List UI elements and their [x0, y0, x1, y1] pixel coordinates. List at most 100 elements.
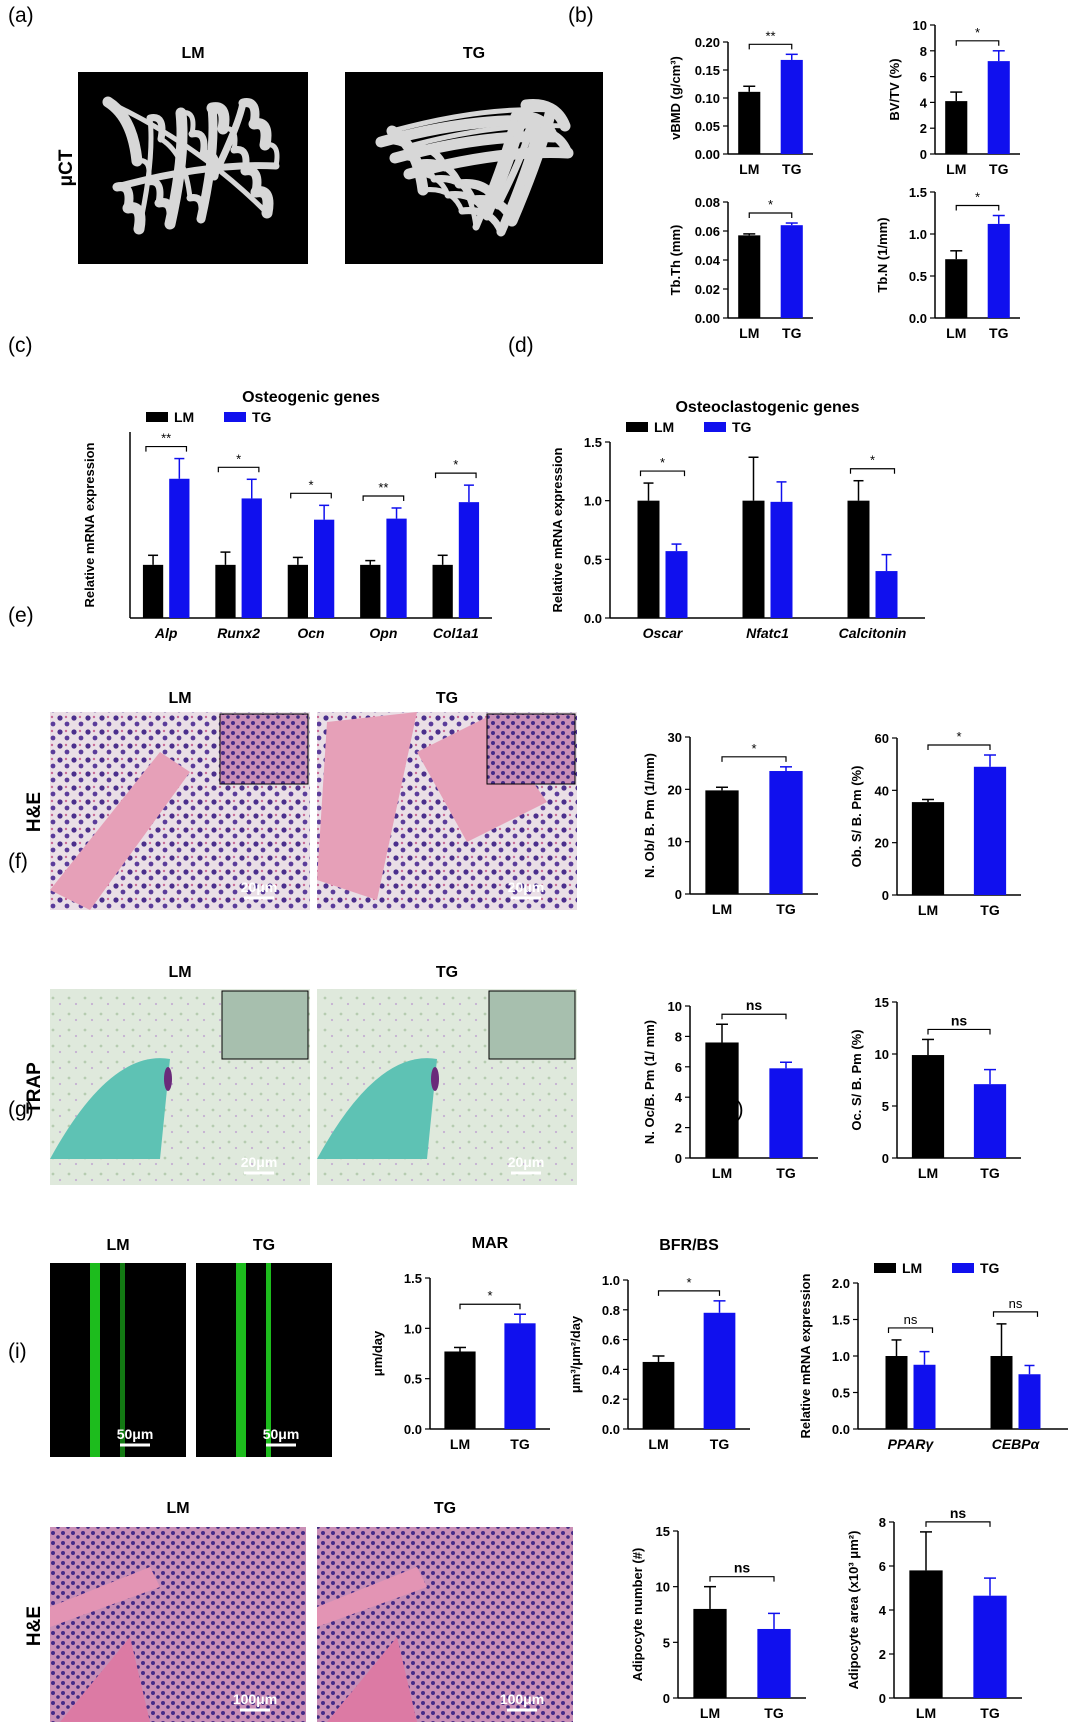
- significance-bracket: [748, 212, 793, 219]
- y-tick-label: 6: [675, 1060, 682, 1075]
- significance-mark: **: [161, 431, 171, 446]
- trabecula: [524, 127, 573, 158]
- significance-bracket: [955, 40, 1000, 46]
- y-tick-label: 0: [882, 888, 889, 903]
- significance-mark: *: [686, 1275, 691, 1290]
- x-tick-label: LM: [918, 1165, 938, 1181]
- significance-mark: *: [660, 455, 665, 470]
- x-tick-label: TG: [764, 1705, 784, 1721]
- significance-bracket: [290, 492, 332, 499]
- y-axis-label: N. Ob/ B. Pm (1/mm): [642, 753, 657, 878]
- legend-label: TG: [252, 409, 272, 425]
- y-tick-label: 2: [920, 121, 927, 136]
- panel-tag-c: (c): [8, 334, 33, 357]
- bar-tg: [504, 1323, 536, 1429]
- y-tick-label: 1.5: [832, 1313, 850, 1328]
- y-tick-label: 0.0: [584, 611, 602, 626]
- legend-swatch-tg: [704, 422, 726, 432]
- y-tick-label: 1.0: [602, 1273, 620, 1288]
- x-tick-label: Nfatc1: [746, 625, 789, 641]
- y-tick-label: 0.5: [404, 1372, 422, 1387]
- scale-bar-label: 50μm: [263, 1426, 300, 1442]
- significance-mark: ns: [1009, 1296, 1023, 1311]
- x-tick-label: Col1a1: [433, 625, 479, 641]
- legend-swatch-lm: [626, 422, 648, 432]
- y-axis-label: vBMD (g/cm³): [668, 56, 683, 140]
- significance-bracket: [709, 1576, 775, 1582]
- significance-bracket: [721, 1013, 787, 1020]
- chart-c: Relative mRNA expression Osteogenic genes…: [82, 389, 492, 641]
- bar-tg: [913, 1364, 936, 1429]
- significance-bracket: [925, 1521, 991, 1527]
- ct-background: [345, 72, 603, 264]
- y-tick-label: 10: [656, 1580, 670, 1595]
- bar-lm: [637, 500, 660, 618]
- y-tick-label: 0.2: [602, 1392, 620, 1407]
- bar-lm: [742, 500, 765, 618]
- chart-b4: 0.0 0.5 1.0 1.5 Tb.N (1/mm) LM TG *: [875, 185, 1020, 341]
- significance-mark: **: [378, 480, 388, 495]
- significance-mark: *: [975, 25, 980, 40]
- y-tick-label: 0.00: [695, 311, 720, 326]
- image-f-tg: [317, 989, 577, 1185]
- panel-tag-g: (g): [8, 1098, 34, 1121]
- significance-bracket: [459, 1303, 521, 1310]
- y-axis-label: Relative mRNA expression: [82, 442, 97, 607]
- chart-b2: 0 2 4 6 8 10 BV/TV (%) LM TG *: [887, 18, 1020, 177]
- x-tick-label: TG: [989, 325, 1009, 341]
- y-tick-label: 8: [879, 1515, 886, 1530]
- scale-bar-label: 20μm: [241, 879, 278, 895]
- bone-trabecula: [50, 1058, 170, 1159]
- significance-mark: *: [487, 1288, 492, 1303]
- bar-lm: [847, 500, 870, 618]
- bar-tg: [665, 551, 688, 618]
- bar-tg: [780, 225, 803, 318]
- significance-bracket: [992, 1311, 1039, 1317]
- significance-mark: *: [975, 190, 980, 205]
- bone-trabecula: [50, 752, 190, 910]
- x-tick-label: TG: [782, 161, 802, 177]
- chart-title: Osteoclastogenic genes: [675, 399, 859, 416]
- chart-title: MAR: [472, 1235, 509, 1252]
- bar-lm: [642, 1361, 675, 1429]
- chart-title: BFR/BS: [659, 1237, 719, 1254]
- bar-tg: [241, 498, 262, 618]
- legend-swatch-tg: [952, 1263, 974, 1273]
- legend-swatch-lm: [146, 412, 168, 422]
- chart-g1: 0.0 0.5 1.0 1.5 μm/day MAR LM TG *: [370, 1235, 550, 1452]
- bar-lm: [885, 1356, 908, 1429]
- significance-mark: ns: [746, 997, 763, 1013]
- x-tick-label: TG: [980, 1165, 1000, 1181]
- x-tick-label: TG: [510, 1436, 530, 1452]
- y-tick-label: 0: [675, 887, 682, 902]
- y-tick-label: 1.0: [404, 1321, 422, 1336]
- bar-tg: [757, 1628, 791, 1698]
- y-tick-label: 5: [882, 1099, 889, 1114]
- panel-tag-e: (e): [8, 604, 34, 627]
- bar-lm: [738, 235, 761, 318]
- chart-h: 0.0 0.5 1.0 1.5 2.0 Relative mRNA expression P…: [798, 1260, 1068, 1452]
- row-label-i: H&E: [24, 1606, 45, 1646]
- trabecula: [158, 136, 193, 201]
- bar-tg: [987, 223, 1010, 318]
- bar-lm: [990, 1356, 1013, 1429]
- significance-mark: *: [956, 729, 961, 744]
- chart-i1: 0 5 10 15 Adipocyte number (#) LM TG ns: [630, 1524, 806, 1721]
- scale-bar-label: 20μm: [508, 879, 545, 895]
- fluor-background: [196, 1263, 332, 1457]
- x-tick-label: LM: [450, 1436, 470, 1452]
- y-axis-label: Tb.N (1/mm): [875, 217, 890, 292]
- bar-lm: [705, 1042, 739, 1158]
- y-axis-label: μm/day: [370, 1330, 385, 1376]
- y-tick-label: 30: [668, 730, 682, 745]
- bone-trabecula: [317, 712, 417, 900]
- inset-overview: [219, 713, 309, 785]
- y-tick-label: 0.10: [695, 91, 720, 106]
- calcein-label: [236, 1263, 246, 1457]
- scale-bar-label: 100μm: [500, 1691, 544, 1707]
- trabecula: [102, 96, 143, 167]
- y-tick-label: 20: [875, 836, 889, 851]
- significance-mark: *: [453, 457, 458, 472]
- trabecula: [210, 99, 247, 180]
